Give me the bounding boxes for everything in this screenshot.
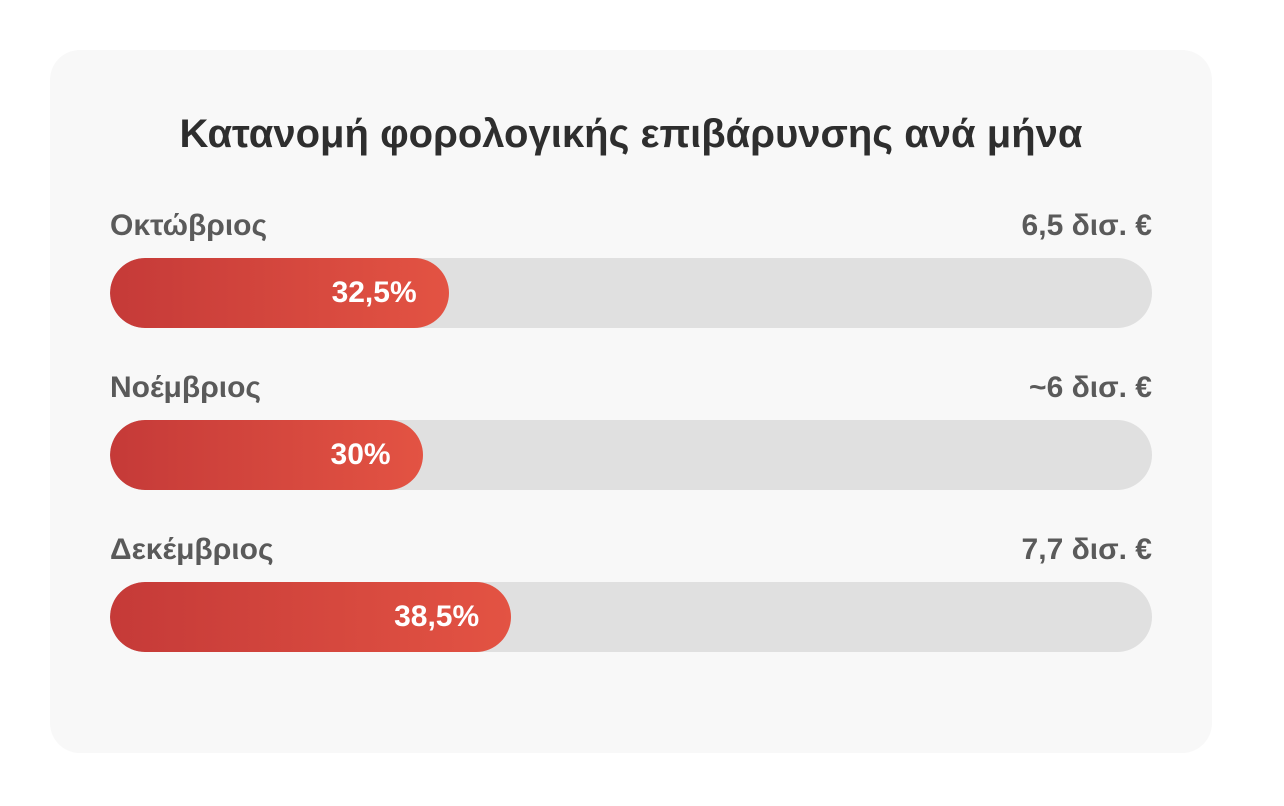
bar: 30% [110, 420, 423, 490]
category-label: Νοέμβριος [110, 371, 262, 404]
category-label: Οκτώβριος [110, 209, 268, 242]
amount-label: 7,7 δισ. € [1021, 533, 1152, 566]
bar: 38,5% [110, 582, 512, 652]
bar-row-header: Νοέμβριος ~6 δισ. € [110, 366, 1152, 410]
bar-row-october: Οκτώβριος 6,5 δισ. € 32,5% [110, 204, 1152, 328]
bar-row-november: Νοέμβριος ~6 δισ. € 30% [110, 366, 1152, 490]
chart-title: Κατανομή φορολογικής επιβάρυνσης ανά μήν… [179, 112, 1083, 156]
bar-track: 38,5% [110, 582, 1152, 652]
data-label: 30% [330, 438, 391, 471]
category-label: Δεκέμβριος [110, 533, 274, 566]
amount-label: 6,5 δισ. € [1021, 209, 1152, 242]
bar-row-december: Δεκέμβριος 7,7 δισ. € 38,5% [110, 528, 1152, 652]
bar-track: 32,5% [110, 258, 1152, 328]
bar: 32,5% [110, 258, 449, 328]
bar-row-header: Δεκέμβριος 7,7 δισ. € [110, 528, 1152, 572]
data-label: 32,5% [331, 276, 417, 309]
bar-row-header: Οκτώβριος 6,5 δισ. € [110, 204, 1152, 248]
data-label: 38,5% [394, 600, 480, 633]
amount-label: ~6 δισ. € [1029, 371, 1152, 404]
bar-track: 30% [110, 420, 1152, 490]
